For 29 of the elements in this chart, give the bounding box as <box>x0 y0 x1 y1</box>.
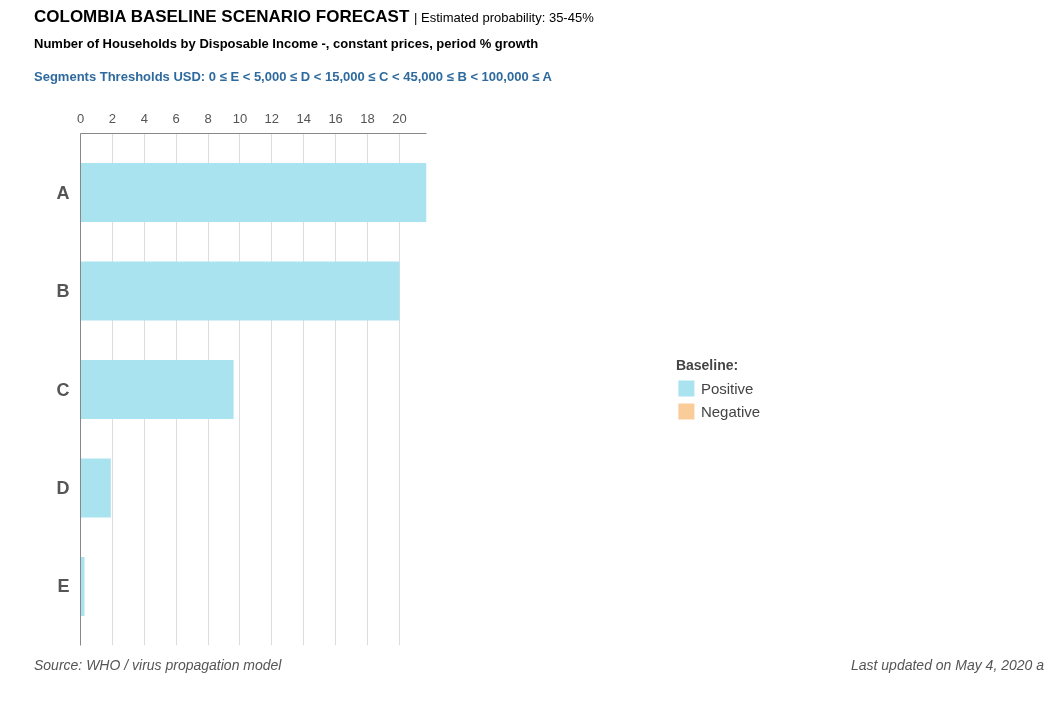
bar <box>80 163 427 223</box>
bar <box>80 261 400 321</box>
text: Last updated on May 4, 2020 a <box>850 656 1044 675</box>
legend-label: Positive <box>700 379 754 397</box>
y-tick-label: E <box>57 576 70 597</box>
x-tick-label: 14 <box>296 110 311 126</box>
y-tick-label: C <box>56 379 70 400</box>
chart-subtitle: Number of Households by Disposable Income -, constant prices, period % growth <box>34 35 540 54</box>
y-tick-label: A <box>56 182 70 203</box>
x-tick-label: 4 <box>140 110 148 126</box>
text: | Estimated probability: 35-45% <box>414 10 594 25</box>
text: Segments Thresholds USD: 0 ≤ E < 5,000 ≤ D < 15,000 ≤ C < 45,000 ≤ B < 100,000 ≤ A <box>34 67 553 86</box>
chart-title: COLOMBIA BASELINE SCENARIO FORECAST <box>34 7 410 26</box>
x-tick-label: 2 <box>108 110 117 126</box>
bar <box>80 458 111 518</box>
x-tick-label: 10 <box>232 110 248 126</box>
source-note: Source: WHO / virus propagation model <box>34 656 282 675</box>
y-tick-label: B <box>56 281 70 302</box>
x-tick-label: 0 <box>76 110 85 126</box>
x-tick-label: 12 <box>264 110 280 126</box>
x-tick-label: 6 <box>172 110 180 126</box>
x-tick-label: 18 <box>360 110 375 126</box>
x-tick-label: 8 <box>204 110 212 126</box>
y-tick-label: D <box>56 477 70 498</box>
legend-label: Negative <box>700 402 761 420</box>
bar <box>80 359 234 420</box>
x-tick-label: 16 <box>328 110 343 126</box>
legend-title: Baseline: <box>675 357 740 373</box>
x-tick-label: 20 <box>392 110 407 126</box>
